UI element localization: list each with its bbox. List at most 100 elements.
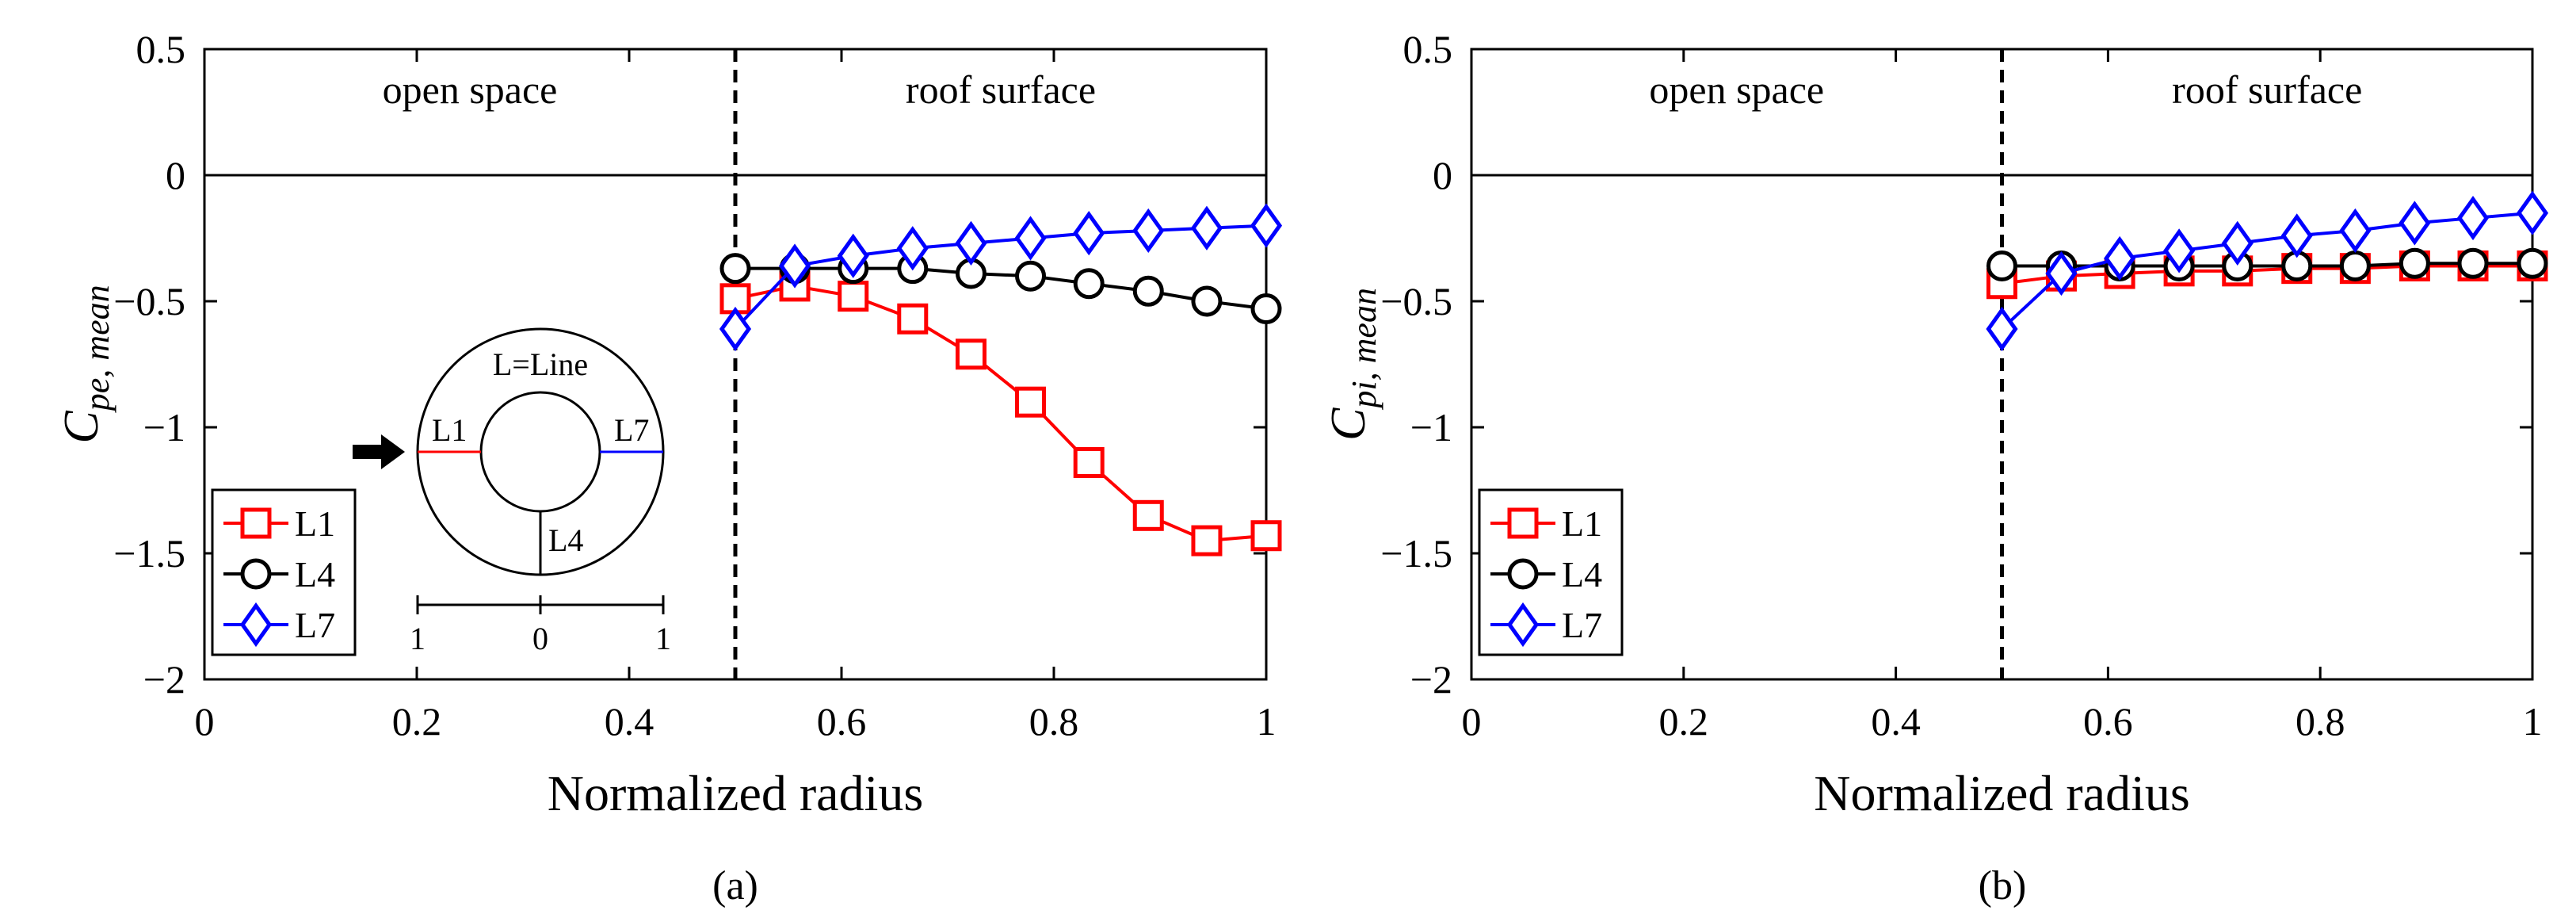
y-tick-label: −1 [1410,405,1452,449]
x-axis-label: Normalized radius [1814,765,2190,821]
x-tick-label: 0.6 [817,699,867,744]
data-point-L4 [2517,247,2548,279]
x-axis-label: Normalized radius [548,765,924,821]
data-point-L7 [2516,190,2549,235]
data-point-L7 [778,243,811,289]
inset-title: L=Line [493,346,588,382]
y-tick-label: 0 [1433,153,1452,197]
data-point-L7 [1250,203,1283,248]
x-tick-label: 0 [1462,699,1482,744]
legend-label-L4: L4 [1562,554,1602,595]
inset-scale-label: 0 [532,621,548,656]
y-axis-label-subscript: pi, mean [1345,288,1383,411]
y-tick-label: 0.5 [1403,27,1453,71]
data-point-L7 [2045,250,2078,296]
series-line-L1 [735,284,1267,543]
region-label-roof-surface: roof surface [906,67,1096,112]
y-axis-label-main: C [1322,407,1376,441]
wind-arrow-icon [353,434,405,469]
data-point-L4 [1191,285,1223,317]
data-point-L4 [1132,275,1164,307]
y-tick-label: −1.5 [113,531,185,576]
y-tick-label: −1.5 [1380,531,1452,576]
legend-marker-L7 [1506,602,1540,648]
data-point-L4 [2457,247,2489,279]
data-point-L4 [719,253,751,285]
data-point-L1 [897,303,929,335]
data-point-L4 [1986,250,2017,281]
inset-label-L1: L1 [432,412,467,448]
x-tick-label: 0.4 [1871,699,1921,744]
y-axis-label-subscript: pe, mean [78,285,116,413]
data-point-L7 [1014,216,1047,261]
data-point-L4 [2399,247,2430,279]
inset-scale-label: 1 [410,621,426,656]
legend-label-L1: L1 [295,503,335,544]
legend-marker-L4 [240,558,272,590]
x-tick-label: 1 [2523,699,2543,744]
data-point-L7 [1986,306,2018,352]
legend-marker-L4 [1507,558,1539,590]
legend-marker-L1 [240,507,272,539]
data-point-L7 [2456,195,2490,241]
data-point-L1 [1073,447,1105,479]
y-tick-label: −2 [143,657,185,702]
y-tick-label: 0 [166,153,185,197]
region-label-open-space: open space [1649,67,1824,112]
legend-label-L4: L4 [295,554,335,595]
legend-marker-L7 [239,602,273,648]
data-point-L4 [2339,250,2371,281]
data-point-L7 [2399,201,2431,246]
data-point-L7 [1073,211,1105,256]
inset-label-L4: L4 [548,522,583,558]
data-point-L1 [1250,520,1282,552]
y-axis-label: Cpe, mean [55,285,116,443]
y-tick-label: −2 [1410,657,1452,702]
data-point-L7 [2163,228,2196,273]
x-tick-label: 1 [1257,699,1277,744]
y-axis-label-main: C [55,411,109,444]
data-point-L7 [2221,220,2254,266]
series-line-L7 [2001,211,2533,331]
region-label-roof-surface: roof surface [2172,67,2362,112]
inset-schematic: L=Line L1 L7 L4 1 0 1 [353,327,671,656]
data-point-L4 [1015,260,1047,292]
data-point-L7 [1132,208,1165,254]
data-point-L1 [955,338,987,370]
data-point-L1 [1015,386,1047,418]
series-line-L4 [735,266,1267,311]
data-point-L7 [719,306,752,352]
data-point-L4 [1073,268,1105,300]
y-tick-label: −0.5 [1380,279,1452,323]
data-point-L7 [2339,208,2372,254]
legend-label-L7: L7 [1562,605,1602,645]
data-point-L7 [955,220,987,266]
y-tick-label: −0.5 [113,279,185,323]
x-tick-label: 0.6 [2083,699,2133,744]
x-tick-label: 0 [195,699,215,744]
x-tick-label: 0.2 [392,699,442,744]
inset-inner-ring [479,391,601,513]
legend-label-L1: L1 [1562,503,1602,544]
data-point-L7 [896,226,929,271]
y-axis-label: Cpi, mean [1322,288,1383,441]
y-tick-label: −1 [143,405,185,449]
series-line-L7 [734,224,1267,331]
data-point-L1 [838,281,869,312]
x-tick-label: 0.4 [605,699,654,744]
data-point-L7 [2104,235,2136,281]
data-point-L7 [837,233,869,278]
y-tick-label: 0.5 [136,27,186,71]
inset-label-L7: L7 [614,412,649,448]
x-tick-label: 0.8 [1029,699,1079,744]
x-tick-label: 0.8 [2296,699,2345,744]
legend-marker-L1 [1507,507,1539,539]
data-point-L7 [1190,205,1223,250]
data-point-L1 [1191,525,1223,556]
region-label-open-space: open space [383,67,558,112]
data-point-L1 [1132,499,1164,531]
data-point-L7 [2280,213,2313,258]
